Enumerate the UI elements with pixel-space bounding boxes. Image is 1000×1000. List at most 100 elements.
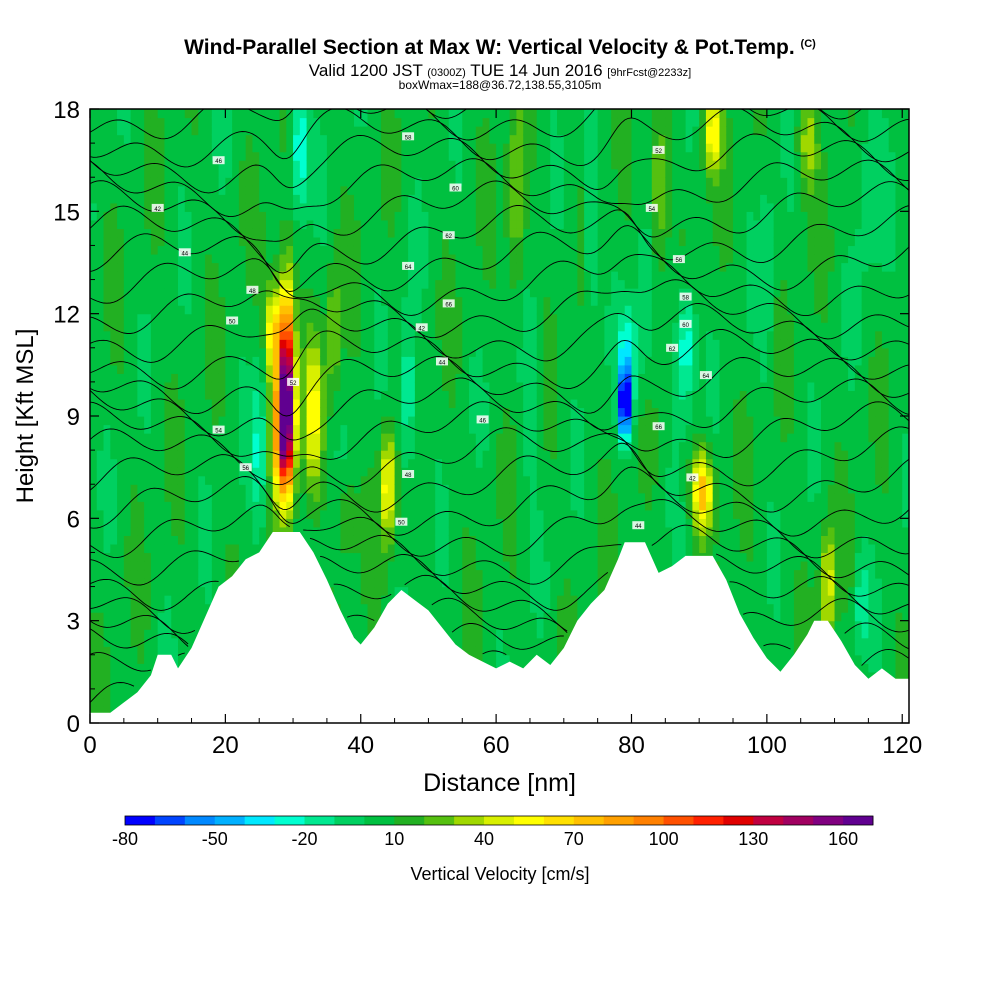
vv-cell [482,475,490,485]
vv-cell [245,177,254,187]
vv-cell [462,646,470,656]
vv-cell [137,194,145,204]
vv-cell [110,390,118,400]
vv-cell [381,390,389,400]
vv-cell [462,433,470,443]
vv-cell [144,569,152,579]
vv-cell [150,424,159,434]
vv-cell [232,552,240,562]
vv-cell [90,398,98,409]
vv-cell [333,381,342,392]
vv-cell [150,211,159,221]
vv-cell [543,620,551,630]
vv-cell [205,467,213,477]
vv-cell [455,595,463,605]
vv-cell [320,228,328,238]
vv-cell [394,441,402,451]
vv-cell [265,288,274,298]
vv-cell [191,202,199,212]
vv-cell [96,168,105,178]
vv-cell [96,313,105,323]
vv-cell [509,603,518,613]
vv-cell [286,228,294,238]
vv-cell [523,228,531,238]
vv-cell [110,126,118,136]
vv-cell [117,134,125,144]
vv-cell [441,509,450,519]
vv-cell [516,458,524,468]
vv-cell [123,245,132,255]
vv-cell [211,535,220,545]
vv-cell [218,509,226,519]
vv-cell [516,526,524,536]
vv-cell [150,126,159,136]
vv-cell [171,595,179,605]
vv-cell [191,416,199,426]
vv-cell [205,475,213,485]
vv-cell [394,245,402,255]
vv-cell [347,552,355,562]
vv-cell [435,407,443,417]
vv-cell [293,168,301,178]
vv-cell [238,296,247,306]
vv-cell [523,501,531,511]
vv-cell [123,646,132,656]
vv-cell [286,424,294,434]
vv-cell [205,441,213,451]
vv-cell [550,177,558,187]
vv-cell [259,168,267,178]
vv-cell [516,450,524,460]
vv-cell [529,296,538,306]
vv-cell [394,390,402,400]
vv-cell [299,364,308,374]
vv-cell [238,194,247,204]
vv-cell [265,509,274,519]
vv-cell [211,501,220,511]
vv-cell [509,535,518,545]
vv-cell [421,262,430,272]
vv-cell [218,219,226,229]
vv-cell [353,458,362,468]
vv-cell [502,518,511,528]
vv-cell [272,271,281,281]
vv-cell [171,109,179,119]
vv-cell [225,347,233,357]
vv-cell [435,313,443,323]
vv-cell [150,475,159,485]
vv-cell [482,552,490,562]
vv-cell [455,126,463,136]
vv-cell [523,373,531,383]
vv-cell [502,143,511,153]
vv-cell [259,279,267,289]
vv-cell [259,501,267,511]
vv-cell [401,407,409,417]
vv-cell [103,185,111,195]
vv-cell [516,433,524,443]
vv-cell [414,509,423,519]
vv-cell [184,322,193,332]
vv-cell [381,458,389,468]
vv-cell [387,202,396,212]
vv-cell [435,569,443,579]
vv-cell [360,143,369,153]
vv-cell [401,228,409,238]
vv-cell [272,390,281,400]
vv-cell [550,151,558,161]
vv-cell [550,441,558,451]
vv-cell [293,262,301,272]
vv-cell [157,356,166,366]
vv-cell [441,578,450,588]
vv-cell [516,262,524,272]
vv-cell [320,458,328,468]
vv-cell [428,450,436,460]
vv-cell [252,168,260,178]
vv-cell [137,578,145,588]
vv-cell [428,236,436,247]
vv-cell [198,356,206,366]
vv-cell [198,501,206,511]
vv-cell [543,177,551,187]
vv-cell [117,586,125,596]
vv-cell [516,253,524,264]
vv-cell [462,177,470,187]
vv-cell [516,578,524,588]
